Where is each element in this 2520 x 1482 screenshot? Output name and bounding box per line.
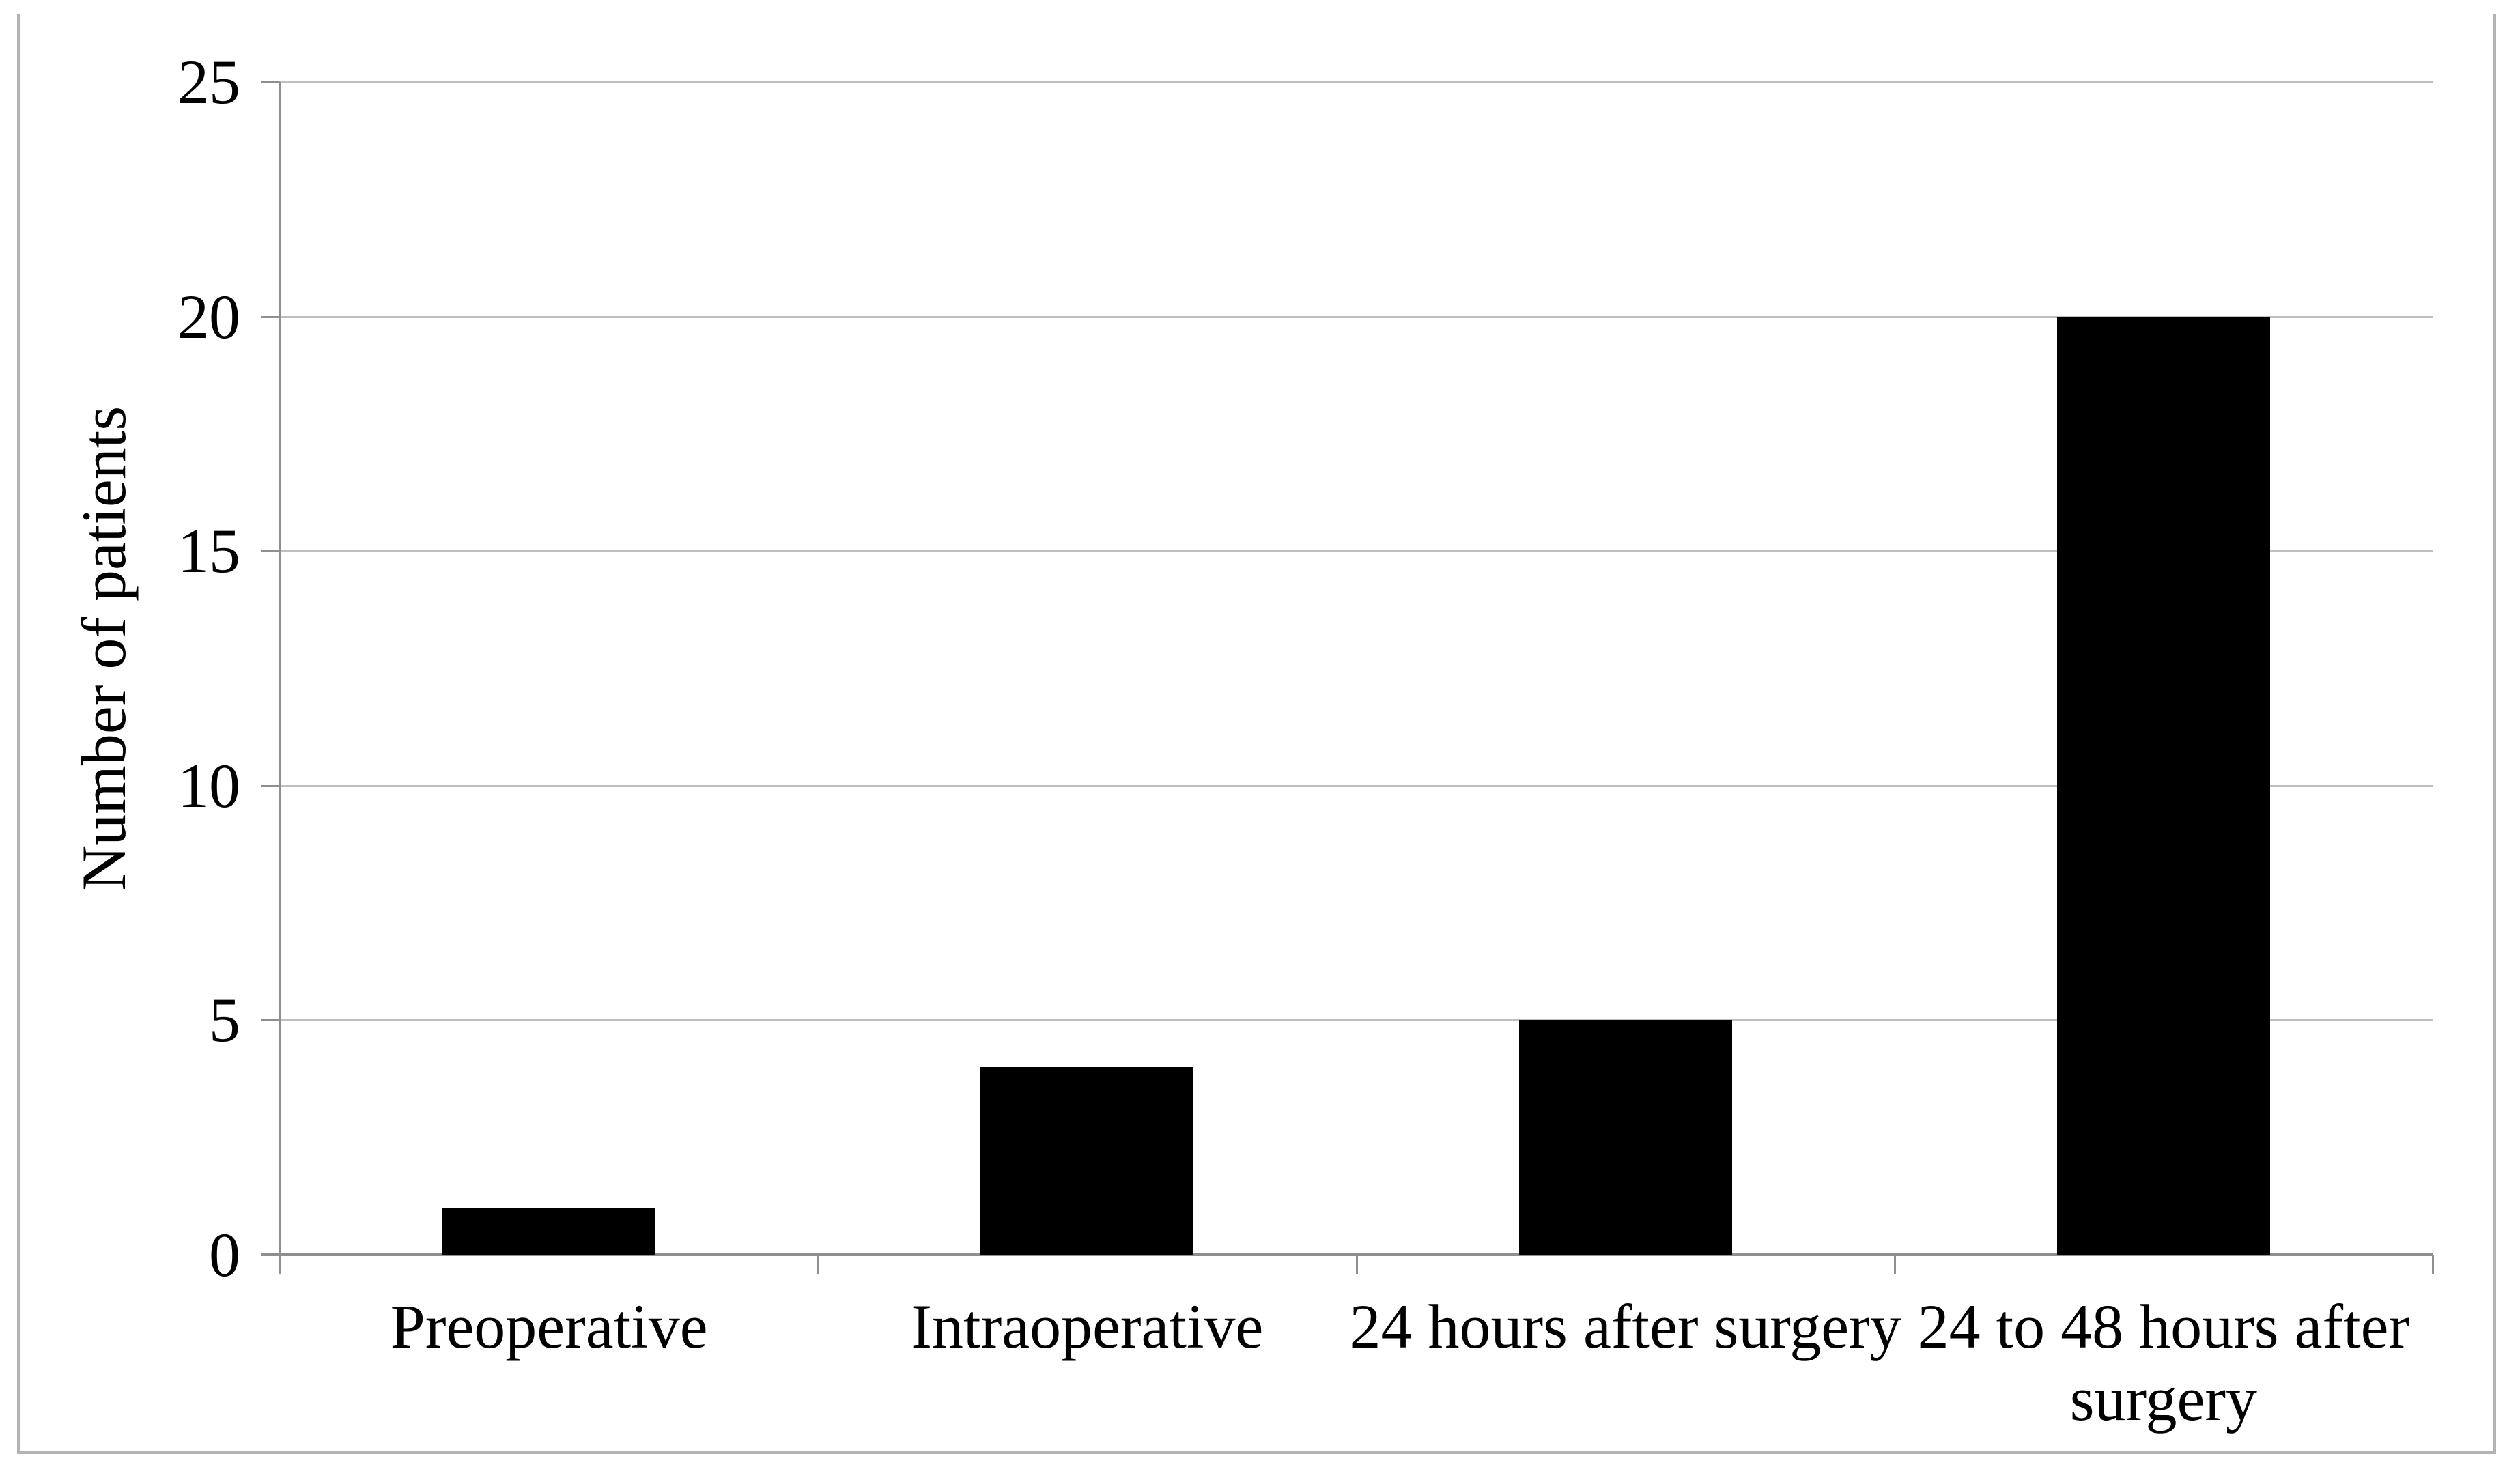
y-tick-label-15: 15 <box>178 516 240 586</box>
bar-24-hours-after-surgery <box>1518 1020 1732 1255</box>
x-axis-tick-3 <box>1893 1255 1896 1274</box>
x-axis-line <box>261 1253 2433 1256</box>
x-axis-tick-4 <box>2432 1255 2434 1274</box>
gridline-10 <box>280 784 2433 787</box>
figure-border-bottom <box>17 1451 2496 1454</box>
x-axis-tick-1 <box>817 1255 820 1274</box>
category-label-intraoperative: Intraoperative <box>911 1292 1264 1361</box>
x-axis-tick-2 <box>1355 1255 1358 1274</box>
category-label-preoperative: Preoperative <box>390 1292 708 1361</box>
gridline-20 <box>280 315 2433 318</box>
category-label-24-to-48-hours-after-surgery: 24 to 48 hours after surgery <box>1917 1292 2410 1434</box>
y-axis-tick-15 <box>261 550 280 553</box>
y-tick-label-5: 5 <box>209 985 240 1055</box>
y-tick-label-25: 25 <box>178 47 240 117</box>
y-axis-tick-5 <box>261 1019 280 1022</box>
figure-border-right <box>2493 14 2496 1454</box>
y-tick-label-10: 10 <box>178 750 240 821</box>
bar-preoperative <box>442 1208 656 1255</box>
y-axis-tick-10 <box>261 784 280 787</box>
y-axis-tick-20 <box>261 315 280 318</box>
y-axis-title: Number of patients <box>69 405 139 892</box>
y-tick-label-0: 0 <box>209 1220 240 1289</box>
figure-border-left <box>17 14 20 1454</box>
bar-24-to-48-hours-after-surgery <box>2056 316 2270 1255</box>
gridline-15 <box>280 550 2433 553</box>
y-tick-label-20: 20 <box>178 281 240 352</box>
bar-intraoperative <box>980 1067 1194 1255</box>
y-axis-tick-25 <box>261 81 280 83</box>
gridline-25 <box>280 81 2433 83</box>
gridline-5 <box>280 1019 2433 1022</box>
category-label-24-hours-after-surgery: 24 hours after surgery <box>1349 1292 1901 1361</box>
y-axis-line <box>279 82 281 1274</box>
